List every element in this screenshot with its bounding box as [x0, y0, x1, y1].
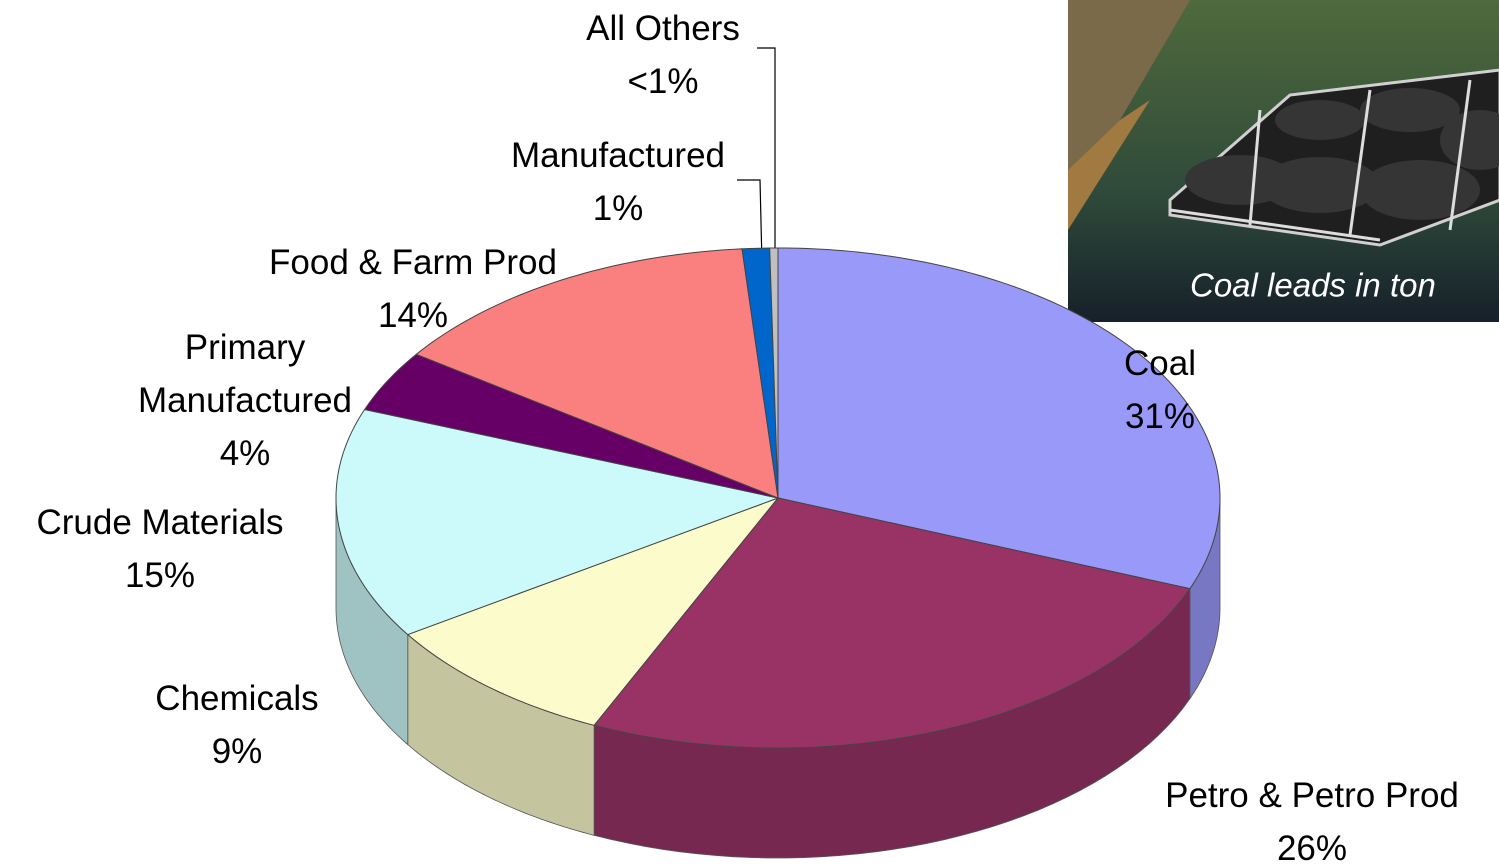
- slice-name: Crude Materials: [36, 503, 284, 542]
- pie-slice: [777, 247, 1221, 590]
- pie-slice: [415, 248, 779, 499]
- slice-label: Food & Farm Prod 14%: [269, 236, 557, 342]
- slice-label: Primary Manufactured 4%: [105, 321, 385, 480]
- slice-percent: 31%: [1124, 397, 1196, 436]
- pie-slice: [363, 353, 779, 499]
- slice-label: Manufactured 1%: [511, 129, 725, 235]
- pie-slice: [593, 497, 1191, 749]
- photo-caption: Coal leads in ton: [1190, 267, 1436, 304]
- pie-slice: [406, 496, 780, 726]
- slice-label: Petro & Petro Prod 26%: [1165, 769, 1459, 866]
- slice-name: Manufactured: [510, 136, 726, 175]
- slice-label: Crude Materials 15%: [36, 496, 283, 602]
- slice-percent: 15%: [124, 556, 196, 595]
- slice-name: All Others: [586, 9, 740, 48]
- slice-percent: <1%: [627, 62, 699, 101]
- slice-label: Chemicals 9%: [155, 672, 318, 778]
- slice-label: Coal 31%: [1124, 337, 1196, 443]
- pie-tops: [335, 247, 1221, 749]
- slice-name: Food & Farm Prod: [269, 243, 557, 282]
- photo: Coal leads in ton: [1068, 0, 1499, 322]
- slice-percent: 9%: [211, 732, 263, 771]
- slice-percent: 14%: [377, 296, 449, 335]
- pie-slice: [335, 408, 780, 636]
- pie-slice: [769, 247, 779, 499]
- slice-percent: 4%: [219, 434, 271, 473]
- slice-name: Coal: [1124, 344, 1196, 383]
- slice-label: All Others <1%: [586, 2, 740, 108]
- slice-percent: 26%: [1276, 829, 1348, 866]
- pie-sides: [335, 497, 1221, 859]
- slice-name: Chemicals: [155, 679, 319, 718]
- slice-name: Primary Manufactured: [137, 328, 353, 420]
- slice-percent: 1%: [592, 189, 644, 228]
- slice-name: Petro & Petro Prod: [1165, 776, 1459, 815]
